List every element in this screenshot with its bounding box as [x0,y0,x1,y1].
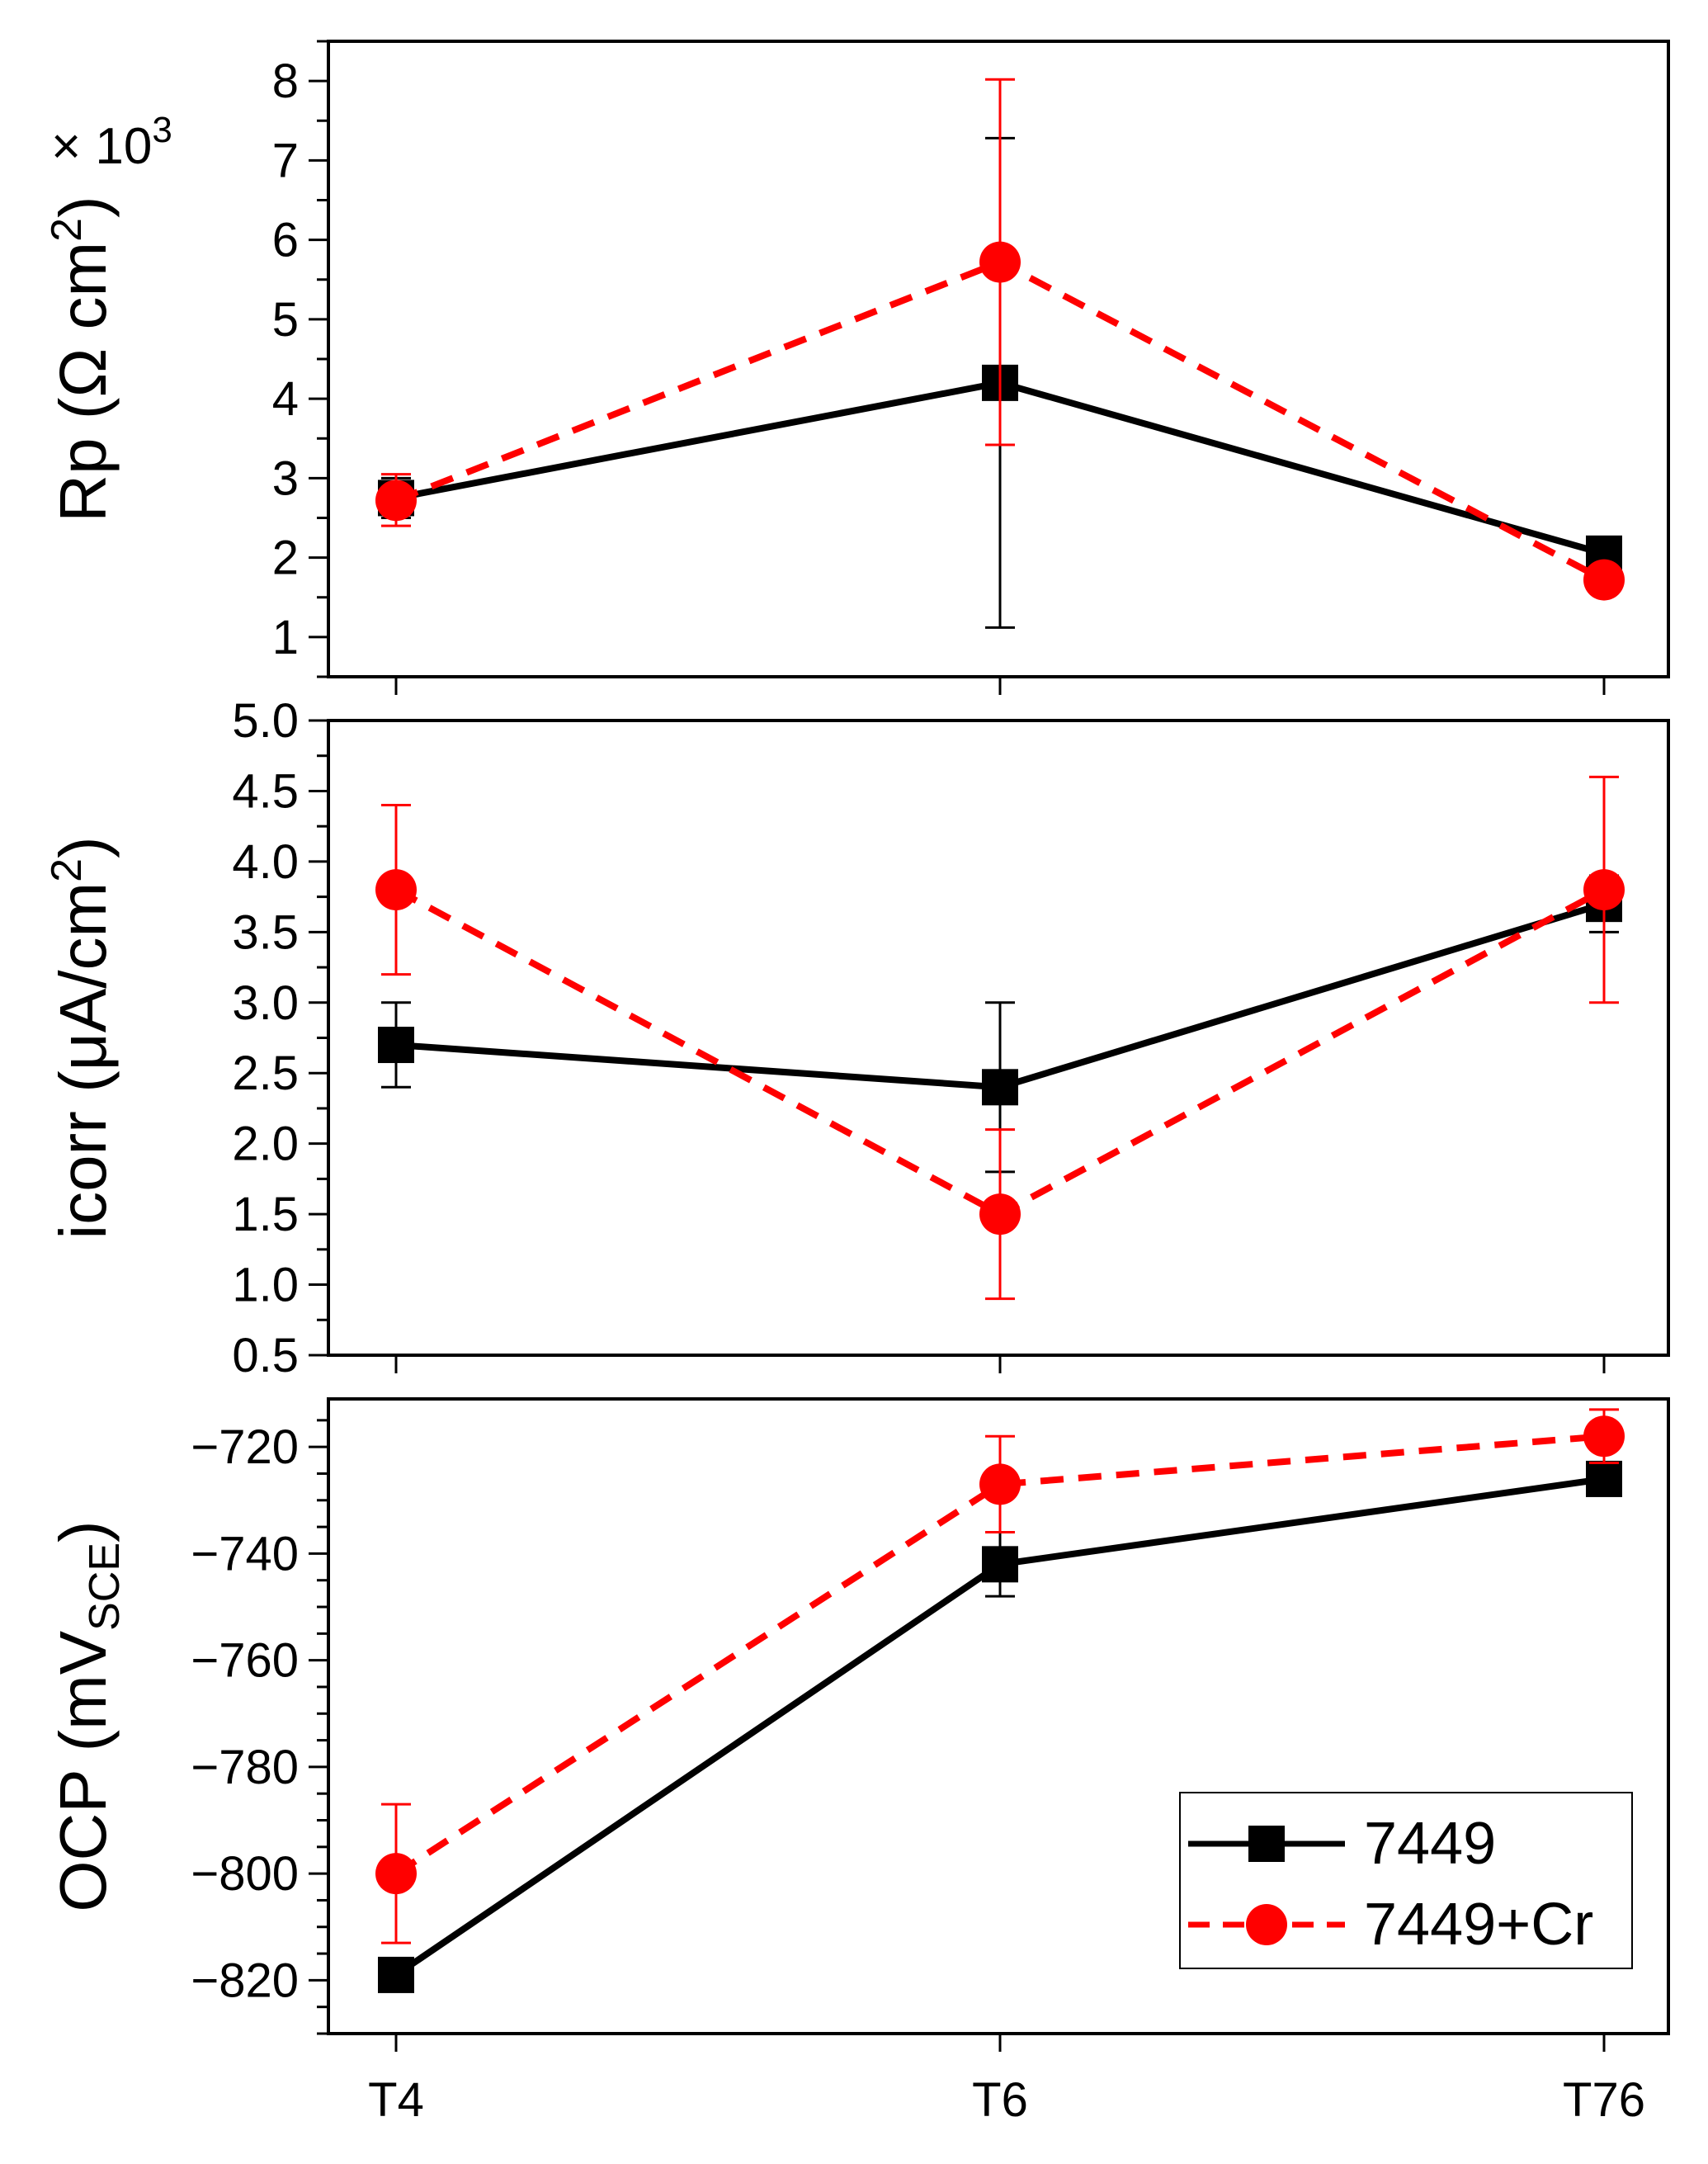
legend-square-icon [1248,1826,1285,1862]
y-tick-label: −720 [191,1420,299,1474]
panel-middle: 0.5 1.0 1.5 2.0 2.5 3.0 3.5 4.0 4.5 5.0 icorr (μA/… [43,694,1670,1382]
data-point-circle [1583,559,1625,601]
y-tick-label: 4 [272,372,299,426]
series-7449cr [375,78,1625,601]
y-tick-label: −780 [191,1741,299,1794]
y-tick-label: 3 [272,451,299,505]
data-point-circle [375,869,417,911]
y-tick-label: 2.0 [232,1117,299,1171]
y-tick-label: −740 [191,1527,299,1580]
y-tick-label: 1.0 [232,1259,299,1312]
plot-frame [327,40,1670,678]
y-tick-label: 6 [272,214,299,267]
data-point-square [982,1546,1018,1583]
legend-label-7449: 7449 [1364,1811,1496,1877]
series-7449cr [375,1408,1625,1944]
y-tick-label: 5 [272,293,299,347]
y-tick-label: −800 [191,1847,299,1901]
data-point-circle [1583,869,1625,911]
data-point-circle [375,1853,417,1895]
y-tick-label: 5.0 [232,694,299,748]
x-tick-label: T6 [972,2073,1028,2127]
y-tick-label: 0.5 [232,1329,299,1382]
data-point-square [378,1027,414,1064]
x-tick-label: T76 [1563,2073,1645,2127]
legend: 7449 7449+Cr [1179,1792,1633,1969]
data-point-circle [375,480,417,522]
data-point-circle [979,241,1021,283]
y-tick-label: 2 [272,532,299,585]
legend-label-7449cr: 7449+Cr [1364,1892,1593,1958]
y-tick-label: 3.5 [232,905,299,959]
y-tick-label: 4.0 [232,835,299,889]
data-point-circle [979,1463,1021,1505]
y-tick-label: 8 [272,54,299,108]
y-tick-label: 3.0 [232,976,299,1030]
y-tick-label: 1 [272,611,299,664]
plot-frame [327,1397,1670,2035]
series-7449cr [375,775,1625,1301]
legend-circle-icon [1246,1904,1287,1945]
y-axis-title: Rp (Ω cm2) [43,196,120,522]
y-tick-label: −760 [191,1634,299,1688]
y-axis-title: OCP (mVSCE) [46,1520,129,1911]
axis-multiplier: × 103 [51,110,172,175]
y-axis-title: icorr (μA/cm2) [43,836,120,1239]
data-point-circle [1583,1415,1625,1458]
y-tick-label: −820 [191,1954,299,2007]
data-point-square [982,1069,1018,1106]
data-point-square [378,1956,414,1993]
series-line [394,1433,1605,1877]
series-7449 [378,1460,1622,1993]
y-tick-label: 2.5 [232,1047,299,1100]
panel-bottom: −820 −800 −780 −760 −740 −720 OCP (mVSCE) T4 T6 T… [46,1397,1670,2127]
plot-frame [327,719,1670,1357]
data-point-circle [979,1193,1021,1236]
data-point-square [1586,1460,1622,1497]
y-tick-label: 1.5 [232,1188,299,1241]
panel-top: 1 2 3 4 5 6 7 8 Rp (Ω cm2) × 103 [43,40,1670,695]
y-tick-label: 4.5 [232,764,299,818]
series-7449 [378,874,1622,1174]
x-tick-label: T4 [368,2073,424,2127]
y-tick-label: 7 [272,134,299,187]
